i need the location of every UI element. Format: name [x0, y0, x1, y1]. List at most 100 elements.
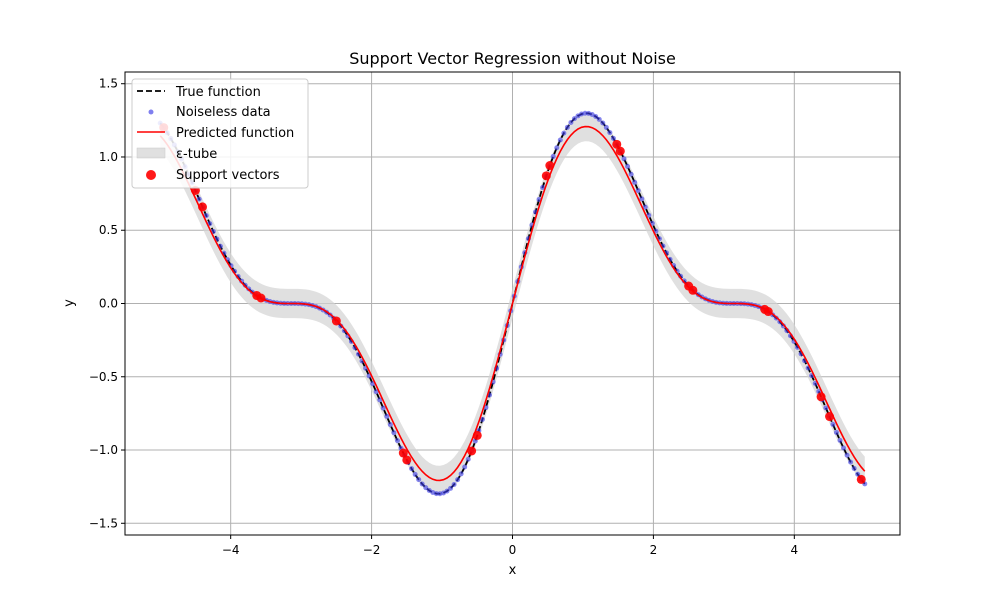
noiseless-data-point	[557, 137, 563, 143]
noiseless-data-point	[412, 471, 418, 477]
noiseless-data-point	[391, 430, 397, 436]
y-tick-label: 0.0	[99, 297, 118, 311]
legend-support-vectors-swatch	[146, 170, 156, 180]
noiseless-data-point	[603, 124, 609, 130]
noiseless-data-point	[373, 389, 379, 395]
support-vector-point	[825, 412, 835, 422]
noiseless-data-point	[855, 471, 861, 477]
noiseless-data-point	[384, 413, 390, 419]
predicted-function-line	[159, 125, 866, 482]
noiseless-data-point	[841, 445, 847, 451]
x-tick-label: 0	[509, 543, 517, 557]
noiseless-data-point	[621, 156, 627, 162]
noiseless-data-point	[628, 171, 634, 177]
support-vector-point	[545, 161, 555, 171]
noiseless-data-point	[635, 188, 641, 194]
legend-epsilon-tube-label: ε-tube	[176, 147, 217, 162]
x-tick-label: −4	[222, 543, 240, 557]
noiseless-data-point	[540, 185, 546, 191]
noiseless-data-point	[642, 204, 648, 210]
noiseless-data-point	[409, 466, 415, 472]
x-tick-label: 2	[650, 543, 658, 557]
x-axis-label: x	[509, 563, 517, 578]
support-vectors-layer	[159, 123, 866, 484]
noiseless-data-point	[203, 213, 209, 219]
noiseless-data-point	[387, 422, 393, 428]
legend-support-vectors-label: Support vectors	[176, 168, 280, 183]
legend-true-function-label: True function	[175, 85, 261, 100]
support-vector-point	[398, 448, 408, 458]
y-tick-label: −1.0	[89, 443, 118, 457]
support-vector-point	[816, 392, 826, 402]
noiseless-data-point	[625, 163, 631, 169]
legend-noiseless-data-label: Noiseless data	[176, 105, 271, 120]
chart-title: Support Vector Regression without Noise	[349, 49, 676, 68]
legend-noiseless-data-swatch	[148, 109, 154, 115]
support-vector-point	[763, 307, 773, 317]
noiseless-data-point	[564, 124, 570, 130]
support-vector-point	[198, 202, 207, 212]
y-tick-label: 1.0	[99, 150, 118, 164]
noiseless-data-point	[851, 465, 857, 471]
noiseless-data-point	[646, 212, 652, 218]
noiseless-data-point	[639, 196, 645, 202]
noiseless-data-point	[462, 464, 468, 470]
noiseless-data-point	[377, 397, 383, 403]
noiseless-data-point	[433, 491, 439, 497]
noiseless-data-point	[596, 116, 602, 122]
noiseless-data-point	[610, 135, 616, 141]
y-tick-label: −0.5	[89, 370, 118, 384]
noiseless-data-point	[837, 437, 843, 443]
support-vector-point	[615, 146, 625, 156]
y-axis-label: y	[62, 299, 77, 307]
noiseless-data-point	[593, 113, 599, 119]
legend-epsilon-tube-swatch	[136, 147, 166, 159]
noiseless-data-point	[451, 482, 457, 488]
noiseless-data-point	[550, 153, 556, 159]
noiseless-data-point	[554, 145, 560, 151]
noiseless-data-point	[607, 130, 613, 136]
noiseless-data-point	[844, 452, 850, 458]
y-axis-ticks: −1.5 −1.0 −0.5 0.0 0.5 1.0 1.5	[89, 77, 125, 530]
noiseless-data-point	[423, 485, 429, 491]
noiseless-data-point	[419, 481, 425, 487]
support-vector-point	[472, 430, 482, 440]
noiseless-data-point	[848, 459, 854, 465]
noiseless-data-point	[380, 405, 386, 411]
predicted-function-layer	[159, 125, 866, 482]
noiseless-data-point	[444, 488, 450, 494]
y-tick-label: 1.5	[99, 77, 118, 91]
noiseless-data-point	[571, 116, 577, 122]
noiseless-data-point	[568, 119, 574, 125]
noiseless-data-point	[582, 110, 588, 116]
x-tick-label: −2	[363, 543, 381, 557]
legend: True function Noiseless data Predicted f…	[131, 78, 309, 189]
support-vector-point	[331, 316, 341, 326]
noiseless-data-point	[455, 477, 461, 483]
noiseless-data-point	[416, 477, 422, 483]
noiseless-data-point	[458, 471, 464, 477]
legend-predicted-function-label: Predicted function	[176, 126, 294, 141]
noiseless-data-point	[830, 421, 836, 427]
support-vector-point	[856, 474, 866, 484]
support-vector-point	[612, 139, 622, 149]
noiseless-data-point	[196, 196, 202, 202]
legend-box	[131, 78, 309, 189]
noiseless-data-point	[833, 429, 839, 435]
noiseless-data-point	[561, 130, 567, 136]
noiseless-data-point	[823, 405, 829, 411]
support-vector-point	[688, 285, 698, 295]
noiseless-data-point	[632, 179, 638, 185]
x-tick-label: 4	[790, 543, 798, 557]
y-tick-label: 0.5	[99, 223, 118, 237]
noiseless-data-point	[448, 485, 454, 491]
support-vector-point	[541, 171, 551, 181]
noiseless-data-point	[465, 456, 471, 462]
noiseless-data-point	[479, 416, 485, 422]
y-tick-label: −1.5	[89, 516, 118, 530]
support-vector-point	[256, 293, 266, 303]
x-axis-ticks: −4 −2 0 2 4	[222, 535, 798, 557]
noiseless-data-point	[600, 120, 606, 126]
noiseless-data-point	[394, 438, 400, 444]
